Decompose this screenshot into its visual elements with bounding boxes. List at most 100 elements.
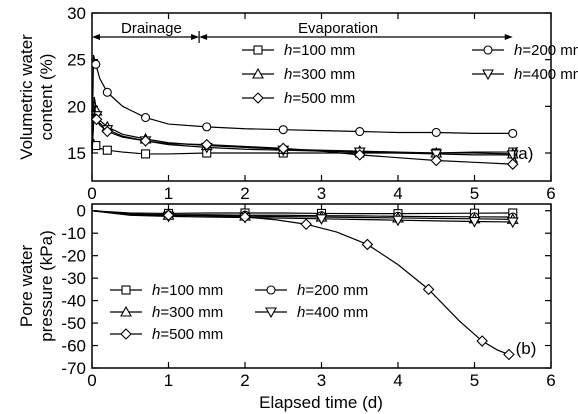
legend-label: h=200 mm	[297, 282, 368, 299]
data-point-diamond	[476, 335, 488, 347]
legend-marker-square	[253, 45, 263, 55]
data-point-diamond	[139, 135, 152, 147]
data-point-diamond	[353, 149, 366, 161]
legend-marker-circle	[483, 45, 493, 55]
y-tick-label: -30	[61, 269, 86, 288]
x-tick-label: 6	[546, 371, 555, 390]
series-line-diamond	[91, 210, 510, 356]
x-tick-labels-b: 0 1 2 3 4 5 6	[87, 371, 555, 390]
data-point-triangle-down	[506, 217, 519, 229]
tick-marks-b	[91, 204, 552, 369]
y-tick-label: 20	[67, 97, 86, 116]
phase-arrowhead-left	[92, 34, 100, 40]
data-point-triangle-down	[315, 214, 328, 225]
data-point-circle	[508, 128, 518, 138]
legend-label: h=400 mm	[514, 66, 578, 83]
legend-marker-triangle-up	[252, 67, 264, 79]
legend-h-symbol: h	[284, 90, 292, 107]
x-axis-label: Elapsed time (d)	[259, 393, 383, 412]
legend-label: h=100 mm	[152, 282, 223, 299]
y-tick-label: -50	[61, 314, 86, 333]
y-tick-label: 30	[67, 4, 86, 23]
data-point-square	[141, 149, 151, 159]
ylabel-a-line2: content (%)	[37, 54, 56, 141]
x-tick-label: 4	[393, 371, 402, 390]
ylabel-b-line2: pressure (kPa)	[37, 230, 56, 341]
data-point-triangle-down	[468, 216, 481, 228]
panel-label-a: (a)	[513, 144, 534, 163]
legend-h-symbol: h	[152, 326, 160, 343]
data-point-diamond	[277, 142, 290, 155]
legend-marker-triangle-up	[120, 305, 132, 317]
data-point-diamond	[503, 348, 515, 361]
legend-h-symbol: h	[514, 42, 522, 59]
legend-label: h=500 mm	[284, 90, 355, 107]
phase-arrowhead-right	[504, 34, 513, 40]
legend-series-name: =100 mm	[292, 42, 355, 59]
legend-series-name: =400 mm	[522, 66, 578, 83]
legend-h-symbol: h	[514, 66, 522, 83]
x-tick-label: 6	[546, 184, 555, 203]
legend-series-name: =500 mm	[292, 90, 355, 107]
data-point-triangle-down	[392, 215, 404, 227]
data-point-diamond	[90, 113, 103, 126]
data-point-triangle-down	[506, 150, 519, 161]
phase-arrowhead-left	[199, 34, 208, 40]
series-a	[90, 54, 519, 170]
x-tick-label: 1	[164, 371, 173, 390]
legend-label: h=500 mm	[152, 326, 223, 343]
data-point-circle	[91, 59, 101, 69]
y-tick-labels-a: 15 20 25 30	[67, 4, 86, 163]
y-tick-label: -40	[61, 292, 86, 311]
ylabel-a-line1: Volumetric water	[17, 34, 36, 160]
data-point-circle	[202, 122, 212, 132]
data-point-diamond	[162, 209, 175, 222]
data-point-diamond	[361, 238, 374, 251]
legend-b: h=100 mm h=200 mmh=300 mm h=400 mmh=500 mm	[110, 282, 368, 343]
legend-label: h=100 mm	[284, 42, 355, 59]
x-tick-label: 2	[240, 371, 249, 390]
y-tick-label: 15	[67, 144, 86, 163]
x-tick-label: 2	[240, 184, 249, 203]
series-line-triangle-down	[91, 210, 513, 223]
data-point-diamond	[101, 125, 114, 138]
legend-h-symbol: h	[152, 282, 160, 299]
legend-h-symbol: h	[297, 282, 305, 299]
y-tick-label: -10	[61, 224, 86, 243]
legend-marker-triangle-down	[482, 69, 494, 81]
ylabel-b-line1: Pore water	[17, 245, 36, 328]
y-tick-label: -20	[61, 247, 86, 266]
series-b	[91, 208, 519, 361]
legend-label: h=200 mm	[514, 42, 578, 59]
data-point-diamond	[430, 154, 443, 167]
legend-h-symbol: h	[152, 304, 160, 321]
legend-series-name: =500 mm	[160, 326, 223, 343]
x-tick-label: 5	[470, 371, 479, 390]
legend-label: h=400 mm	[297, 304, 368, 321]
legend-marker-circle	[266, 285, 276, 295]
phase-label-drainage: Drainage	[121, 20, 182, 37]
panel-label-b: (b)	[516, 339, 537, 358]
data-point-circle	[278, 125, 288, 135]
legend-marker-diamond	[120, 328, 132, 340]
data-point-diamond	[422, 283, 435, 296]
data-point-triangle-down	[430, 149, 443, 161]
legend-h-symbol: h	[297, 304, 305, 321]
series-line-square	[91, 210, 513, 215]
legend-series-name: =300 mm	[160, 304, 223, 321]
data-point-diamond	[239, 211, 251, 223]
phase-arrowhead-right	[191, 34, 200, 40]
legend-h-symbol: h	[284, 42, 292, 59]
data-point-diamond	[300, 218, 312, 230]
legend-series-name: =400 mm	[305, 304, 368, 321]
data-point-circle	[431, 127, 441, 138]
y-tick-labels-b: 0 -10 -20 -30 -40 -50 -60 -70	[61, 202, 86, 378]
y-tick-label: 0	[77, 202, 86, 221]
y-tick-label: -70	[61, 359, 86, 378]
data-point-diamond	[506, 158, 519, 170]
legend-series-name: =100 mm	[160, 282, 223, 299]
x-tick-label: 0	[87, 371, 96, 390]
